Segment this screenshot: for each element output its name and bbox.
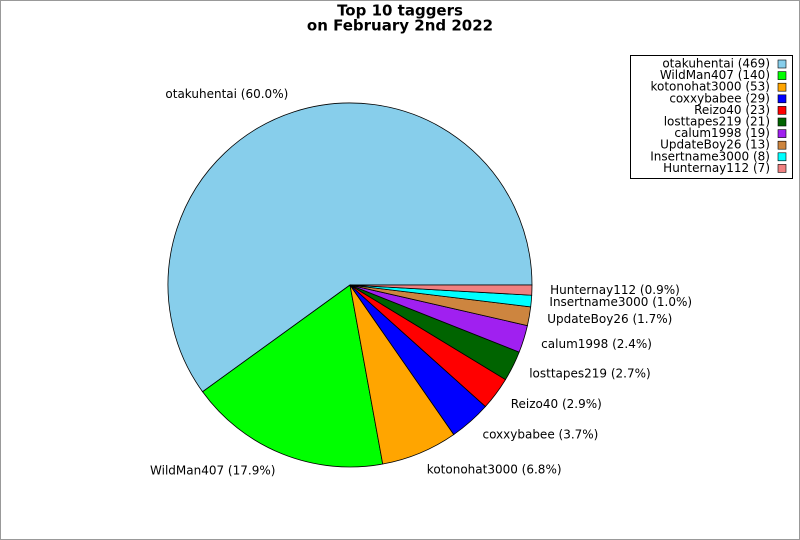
slice-label: kotonohat3000 (6.8%): [427, 462, 562, 476]
legend-swatch: [777, 164, 787, 173]
legend-label: kotonohat3000 (53): [650, 80, 770, 94]
legend-label: UpdateBoy26 (13): [660, 138, 770, 152]
legend-swatch: [777, 59, 787, 69]
slice-label: WildMan407 (17.9%): [150, 463, 275, 477]
legend-swatch: [777, 117, 787, 127]
slice-label: Reizo40 (2.9%): [511, 397, 602, 411]
legend-swatch: [777, 140, 787, 150]
legend-box: [630, 55, 793, 179]
slice-label: Insertname3000 (1.0%): [549, 295, 692, 309]
legend-swatch: [777, 152, 787, 162]
pie-slice: [349, 284, 533, 296]
slice-label: calum1998 (2.4%): [541, 337, 652, 351]
slice-label: coxxybabee (3.7%): [482, 428, 598, 442]
legend-swatch: [777, 129, 787, 138]
legend-label: losttapes219 (21): [664, 115, 770, 129]
pie-slice: [202, 284, 384, 468]
slice-label: Hunternay112 (0.9%): [550, 283, 680, 297]
pie-slice: [167, 102, 533, 393]
chart-title: Top 10 taggers: [337, 2, 463, 20]
legend-label: calum1998 (19): [674, 126, 770, 140]
legend-swatch: [777, 94, 787, 104]
legend-swatch: [777, 71, 787, 80]
legend-swatch: [777, 82, 787, 92]
legend-swatch: [777, 106, 787, 115]
slice-label: UpdateBoy26 (1.7%): [547, 312, 672, 326]
slice-label: losttapes219 (2.7%): [529, 367, 651, 381]
legend-label: otakuhentai (469): [662, 57, 770, 71]
legend-label: Insertname3000 (8): [650, 149, 770, 163]
legend-label: Hunternay112 (7): [663, 161, 770, 175]
chart-title: on February 2nd 2022: [307, 17, 493, 35]
slice-label: otakuhentai (60.0%): [165, 87, 288, 101]
legend-label: Reizo40 (23): [694, 103, 770, 117]
legend-label: WildMan407 (140): [660, 68, 770, 82]
legend-label: coxxybabee (29): [669, 91, 770, 105]
